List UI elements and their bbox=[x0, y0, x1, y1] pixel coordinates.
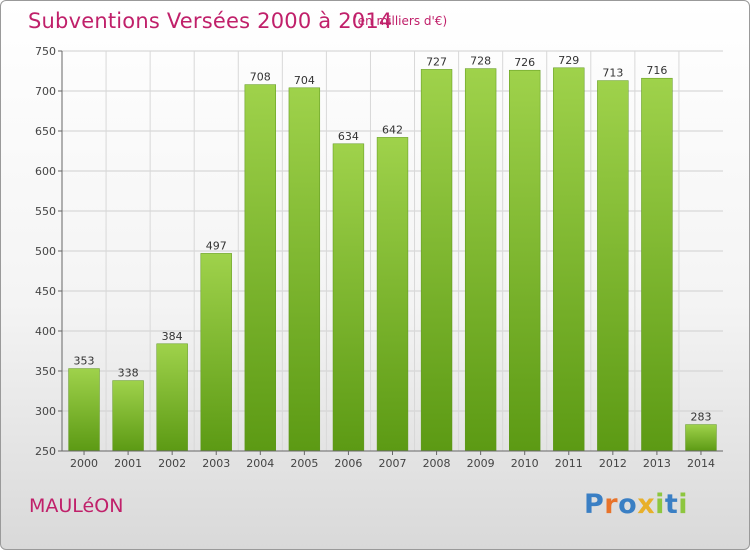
x-tick-label: 2010 bbox=[511, 457, 539, 470]
x-tick-label: 2012 bbox=[599, 457, 627, 470]
y-tick-label: 300 bbox=[35, 405, 56, 418]
bar bbox=[332, 143, 365, 452]
bar bbox=[288, 87, 321, 452]
bar bbox=[553, 67, 585, 452]
x-tick-label: 2014 bbox=[687, 457, 715, 470]
bar bbox=[244, 84, 276, 452]
data-label: 728 bbox=[470, 55, 491, 68]
y-tick-label: 500 bbox=[35, 245, 56, 258]
logo-letter: o bbox=[618, 489, 638, 520]
bar bbox=[112, 380, 144, 452]
data-label: 338 bbox=[118, 367, 139, 380]
x-tick-label: 2009 bbox=[467, 457, 495, 470]
data-label: 729 bbox=[558, 54, 579, 67]
x-tick-label: 2002 bbox=[158, 457, 186, 470]
bar bbox=[420, 69, 453, 452]
y-tick-label: 650 bbox=[35, 125, 56, 138]
bar bbox=[200, 253, 232, 452]
proxiti-logo: Proxiti bbox=[584, 489, 688, 520]
x-tick-label: 2013 bbox=[643, 457, 671, 470]
data-label: 634 bbox=[338, 130, 359, 143]
bar bbox=[509, 69, 541, 452]
logo-letter: t bbox=[664, 489, 679, 520]
y-tick-label: 550 bbox=[35, 205, 56, 218]
data-label: 642 bbox=[382, 123, 403, 136]
chart-title: Subventions Versées 2000 à 2014 bbox=[28, 9, 393, 33]
bar bbox=[376, 137, 409, 452]
bar bbox=[156, 343, 188, 452]
data-label: 497 bbox=[206, 239, 227, 252]
x-tick-label: 2007 bbox=[379, 457, 407, 470]
data-label: 726 bbox=[514, 56, 535, 69]
x-tick-label: 2008 bbox=[423, 457, 451, 470]
logo-letter: i bbox=[655, 489, 665, 520]
y-tick-label: 400 bbox=[35, 325, 56, 338]
data-label: 713 bbox=[602, 67, 623, 80]
logo-letter: P bbox=[584, 489, 605, 520]
x-tick-label: 2003 bbox=[202, 457, 230, 470]
chart-subtitle: (en milliers d'€) bbox=[353, 14, 448, 28]
y-tick-label: 250 bbox=[35, 445, 56, 458]
bar bbox=[597, 80, 629, 452]
logo-letter: x bbox=[637, 489, 656, 520]
y-tick-label: 450 bbox=[35, 285, 56, 298]
data-label: 704 bbox=[294, 74, 315, 87]
bar bbox=[68, 368, 100, 452]
data-label: 708 bbox=[250, 71, 271, 84]
data-label: 727 bbox=[426, 55, 447, 68]
data-label: 283 bbox=[690, 411, 711, 424]
bar bbox=[641, 77, 673, 452]
logo-letter: i bbox=[678, 489, 689, 520]
x-tick-label: 2006 bbox=[334, 457, 362, 470]
bar bbox=[685, 424, 717, 452]
data-label: 716 bbox=[646, 64, 667, 77]
y-tick-label: 750 bbox=[35, 45, 56, 58]
y-tick-label: 700 bbox=[35, 85, 56, 98]
data-label: 353 bbox=[74, 355, 95, 368]
data-label: 384 bbox=[162, 330, 183, 343]
bar bbox=[464, 68, 497, 452]
x-tick-label: 2005 bbox=[290, 457, 318, 470]
commune-name: MAULéON bbox=[29, 495, 124, 517]
x-tick-label: 2011 bbox=[555, 457, 583, 470]
logo-letter: r bbox=[604, 489, 619, 520]
x-tick-label: 2000 bbox=[70, 457, 98, 470]
y-tick-label: 600 bbox=[35, 165, 56, 178]
x-tick-label: 2001 bbox=[114, 457, 142, 470]
x-tick-label: 2004 bbox=[246, 457, 274, 470]
y-tick-label: 350 bbox=[35, 365, 56, 378]
